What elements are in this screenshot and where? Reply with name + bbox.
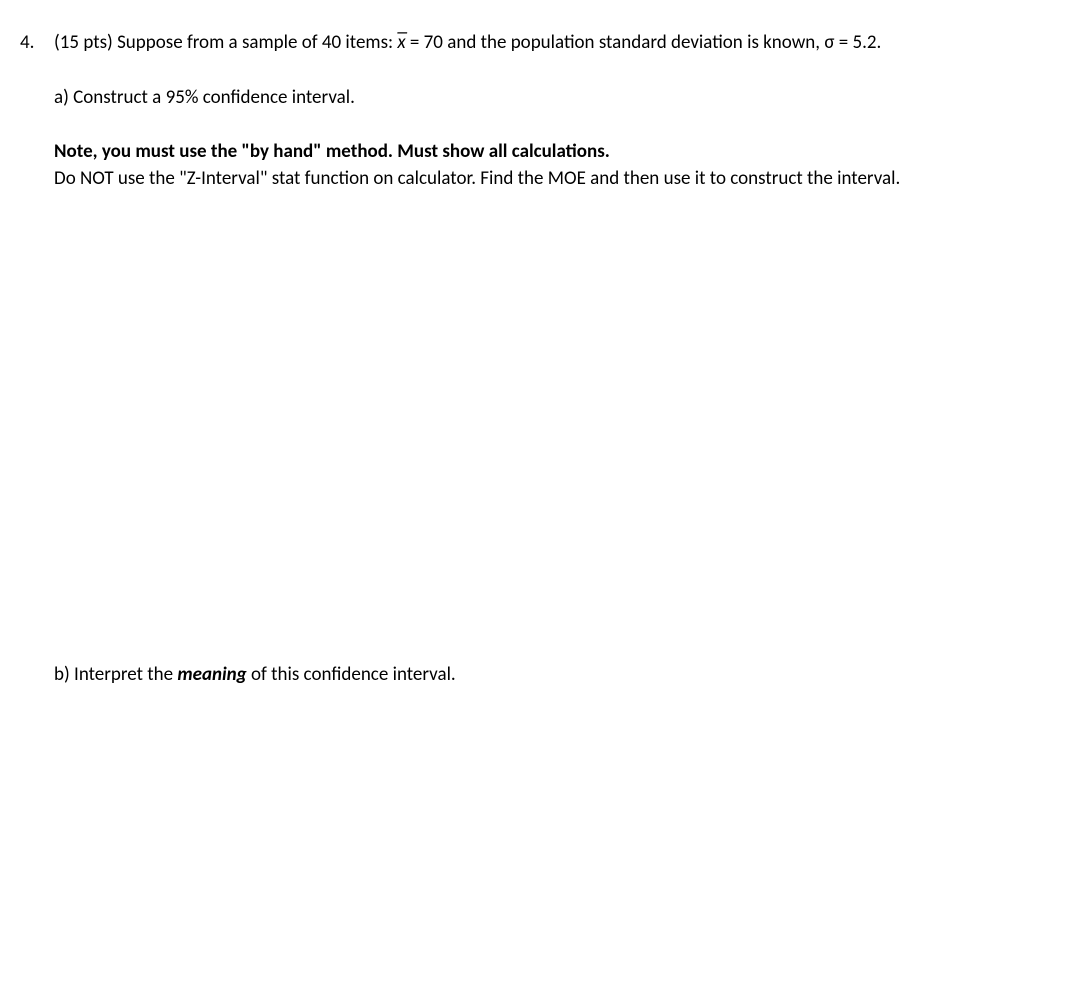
prompt-prefix: (15 pts) Suppose from a sample of 40 ite… <box>54 31 397 54</box>
part-b-prefix: b) Interpret the <box>54 663 177 686</box>
question-number: 4. <box>20 30 40 689</box>
question-container: 4. (15 pts) Suppose from a sample of 40 … <box>20 30 1059 689</box>
part-b-italic: meaning <box>177 663 246 686</box>
part-b: b) Interpret the meaning of this confide… <box>54 662 1059 689</box>
part-b-suffix: of this confidence interval. <box>247 663 456 686</box>
x-bar-symbol: x <box>397 30 405 57</box>
note-bold-line: Note, you must use the "by hand" method.… <box>54 139 1059 166</box>
part-a: a) Construct a 95% confidence interval. <box>54 85 1059 112</box>
note-line-2: Do NOT use the "Z-Interval" stat functio… <box>54 166 1059 193</box>
prompt-suffix: = 70 and the population standard deviati… <box>406 31 882 54</box>
note-block: Note, you must use the "by hand" method.… <box>54 139 1059 192</box>
question-prompt: (15 pts) Suppose from a sample of 40 ite… <box>54 30 1059 57</box>
question-body: (15 pts) Suppose from a sample of 40 ite… <box>54 30 1059 689</box>
